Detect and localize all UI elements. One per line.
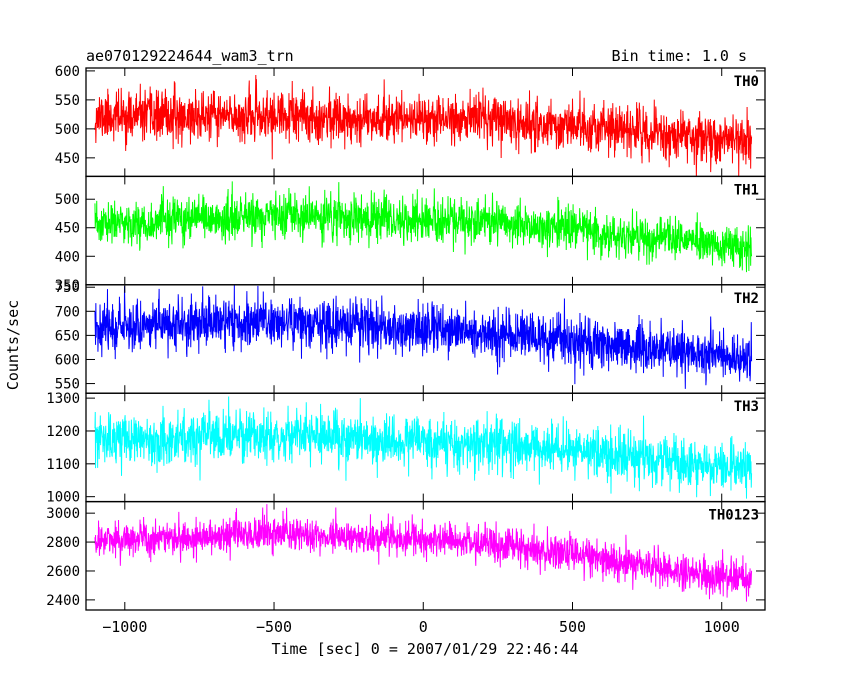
x-tick-label: 1000	[704, 618, 740, 636]
x-tick-label: 0	[419, 618, 428, 636]
y-tick-label: 550	[55, 93, 80, 109]
panel-label-th1: TH1	[734, 182, 759, 198]
panel-label-th3: TH3	[734, 399, 759, 415]
panel-th2: 550 600 650 700 750 TH2	[55, 280, 766, 394]
x-tick-label: −500	[256, 618, 292, 636]
x-axis-label: Time [sec] 0 = 2007/01/29 22:46:44	[271, 640, 578, 658]
bin-time-label: Bin time: 1.0 s	[612, 47, 747, 65]
y-tick-label: 450	[55, 151, 80, 167]
panel-th0: 450 500 550 600 TH0	[55, 64, 766, 178]
panels-group: 450 500 550 600 TH0 350 400 450 500 TH1 550 600 650 7…	[46, 64, 766, 611]
y-tick-label: 3000	[46, 506, 80, 522]
panel-th0123: 2400 2600 2800 3000 TH0123	[46, 500, 766, 611]
y-tick-label: 1000	[46, 490, 80, 506]
y-tick-label: 1200	[46, 424, 80, 440]
y-axis-label: Counts/sec	[4, 300, 22, 390]
panel-label-th0: TH0	[734, 74, 759, 90]
y-tick-label: 400	[55, 249, 80, 265]
series-line-th0	[94, 75, 753, 177]
x-axis: −1000 −500 0 500 1000	[102, 618, 740, 636]
y-tick-label: 650	[55, 328, 80, 344]
panel-frame	[85, 500, 766, 611]
y-tick-label: 450	[55, 221, 80, 237]
panel-label-th2: TH2	[734, 291, 759, 307]
series-line-th0123	[94, 504, 753, 602]
y-tick-label: 350	[55, 278, 80, 294]
series-line-th1	[94, 181, 753, 273]
y-tick-label: 2600	[46, 564, 80, 580]
panel-label-th0123: TH0123	[708, 508, 759, 524]
x-tick-label: −1000	[102, 618, 147, 636]
series-line-th2	[94, 284, 753, 389]
panel-th3: 1000 1100 1200 1300 TH3	[46, 391, 766, 506]
y-tick-label: 600	[55, 352, 80, 368]
y-tick-label: 750	[55, 280, 80, 296]
y-tick-label: 1100	[46, 457, 80, 473]
y-tick-label: 1300	[46, 391, 80, 407]
y-tick-label: 550	[55, 377, 80, 393]
y-tick-label: 500	[55, 122, 80, 138]
series-line-th3	[94, 396, 753, 499]
y-tick-label: 700	[55, 304, 80, 320]
x-tick-label: 500	[559, 618, 586, 636]
y-tick-label: 2800	[46, 535, 80, 551]
panel-th1: 350 400 450 500 TH1	[55, 175, 766, 294]
y-tick-label: 500	[55, 192, 80, 208]
y-tick-label: 2400	[46, 593, 80, 609]
y-tick-label: 600	[55, 64, 80, 80]
chart-title: ae070129224644_wam3_trn	[86, 47, 294, 65]
